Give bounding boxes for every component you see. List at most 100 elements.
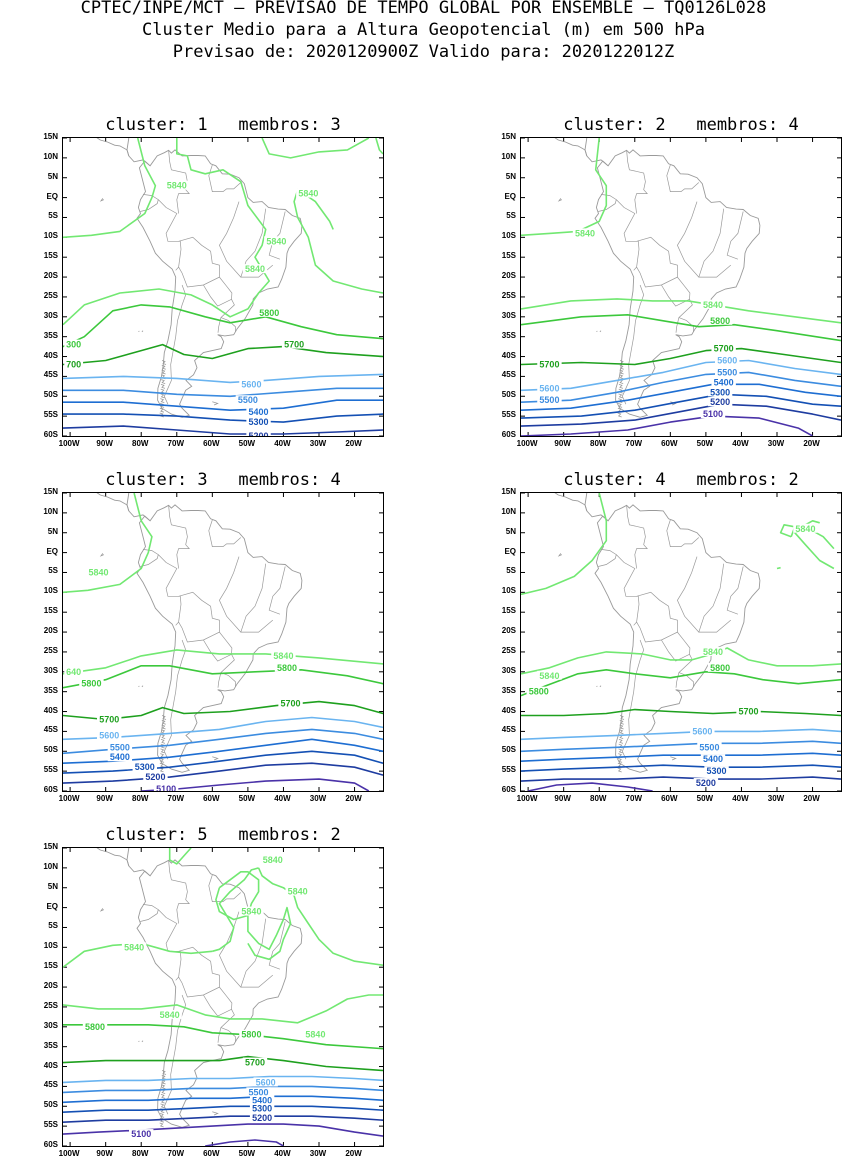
lat-tick-label: 45S xyxy=(458,725,516,734)
lat-tick-label: 15S xyxy=(458,606,516,615)
fjord-coast xyxy=(162,361,166,365)
fjord-coast xyxy=(162,716,166,720)
geopotential-map: 5840584058405800580057005600550054005300… xyxy=(521,493,841,791)
lat-tick-label: 5S xyxy=(0,921,58,930)
fjord-coast xyxy=(161,384,165,388)
contour-5300 xyxy=(63,414,383,422)
lat-tick-label: 35S xyxy=(0,331,58,340)
lat-tick-label: 30S xyxy=(458,666,516,675)
contour-label-5700: 5700 xyxy=(739,707,759,717)
contour-5100 xyxy=(63,1124,383,1136)
contour-5200 xyxy=(521,777,841,781)
lat-tick-label: 15N xyxy=(458,487,516,496)
lat-tick-label: 30S xyxy=(0,311,58,320)
contour-label-5700: 700 xyxy=(66,359,81,369)
contour-5840 xyxy=(777,568,781,569)
lon-tick-label: 50W xyxy=(697,794,713,803)
lat-tick-label: 25S xyxy=(0,1001,58,1010)
contour-label-5840: 5840 xyxy=(288,887,308,897)
fjord-coast xyxy=(160,1123,164,1127)
lat-tick-label: 10N xyxy=(0,862,58,871)
lat-tick-label: EQ xyxy=(0,547,58,556)
lat-tick-label: 60S xyxy=(0,1140,58,1149)
contour-5600 xyxy=(63,1077,383,1083)
contour-5200 xyxy=(63,1116,383,1122)
central-america-coastline xyxy=(127,493,129,511)
lat-tick-label: 55S xyxy=(458,765,516,774)
lon-tick-label: 100W xyxy=(59,794,80,803)
country-border xyxy=(169,505,190,568)
contour-5500 xyxy=(63,388,383,396)
lat-tick-label: 50S xyxy=(0,1100,58,1109)
contour-label-5500: 5500 xyxy=(238,395,258,405)
lat-tick-label: 10N xyxy=(458,507,516,516)
contour-label-5400: 5400 xyxy=(110,752,130,762)
contour-label-5500: 5500 xyxy=(110,742,130,752)
lon-tick-label: 60W xyxy=(203,794,219,803)
contour-label-5400: 5400 xyxy=(703,754,723,764)
lon-tick-label: 80W xyxy=(590,794,606,803)
contour-label-5500: 5500 xyxy=(539,395,559,405)
lon-tick-label: 20W xyxy=(803,439,819,448)
lat-tick-label: 55S xyxy=(0,765,58,774)
contour-label-5840: 5840 xyxy=(703,647,723,657)
fjord-coast xyxy=(161,1094,165,1098)
country-border xyxy=(667,165,699,192)
contour-label-5840: 5840 xyxy=(266,236,286,246)
lat-tick-label: 30S xyxy=(0,666,58,675)
lon-tick-label: 60W xyxy=(661,794,677,803)
fjord-coast xyxy=(161,735,165,739)
contour-5840 xyxy=(521,138,606,235)
lon-tick-label: 30W xyxy=(768,439,784,448)
panel-title: cluster: 1 membros: 3 xyxy=(64,115,382,135)
central-america-coastline xyxy=(127,138,129,156)
contour-5300 xyxy=(63,1106,383,1112)
contour-5700 xyxy=(521,349,841,365)
country-border xyxy=(598,194,616,211)
lon-tick-label: 90W xyxy=(554,439,570,448)
lat-tick-label: 5N xyxy=(0,882,58,891)
lat-tick-label: 10S xyxy=(0,586,58,595)
lon-tick-label: 30W xyxy=(310,439,326,448)
contour-label-5840: 5840 xyxy=(89,567,109,577)
contour-label-5500: 5500 xyxy=(717,367,737,377)
contour-label-5840: 5840 xyxy=(167,181,187,191)
lat-tick-label: 5N xyxy=(458,172,516,181)
lat-tick-label: 40S xyxy=(458,351,516,360)
lat-tick-label: 45S xyxy=(0,1080,58,1089)
contour-5600 xyxy=(63,374,383,382)
lat-tick-label: 5S xyxy=(458,211,516,220)
country-border xyxy=(241,564,273,632)
contour-label-5700: 5700 xyxy=(539,359,559,369)
fjord-coast xyxy=(161,739,165,743)
lat-tick-label: 10N xyxy=(0,152,58,161)
lat-tick-label: 5S xyxy=(458,566,516,575)
lon-tick-label: 70W xyxy=(168,439,184,448)
contour-label-5300: 5300 xyxy=(252,1103,272,1113)
country-border xyxy=(598,549,616,566)
lat-tick-label: 40S xyxy=(458,706,516,715)
fjord-coast xyxy=(161,394,165,398)
central-america-coastline xyxy=(127,848,129,866)
country-border xyxy=(699,209,731,277)
country-border xyxy=(179,947,220,997)
lat-tick-label: 10S xyxy=(458,231,516,240)
lat-tick-label: 50S xyxy=(0,390,58,399)
lon-tick-label: 50W xyxy=(697,439,713,448)
island-outline xyxy=(142,331,143,332)
central-america-coastline xyxy=(63,848,150,876)
lon-tick-label: 40W xyxy=(274,439,290,448)
contour-label-5100: 5100 xyxy=(131,1129,151,1139)
lat-tick-label: 15S xyxy=(0,606,58,615)
contour-label-5840: 5840 xyxy=(298,189,318,199)
contour-5840 xyxy=(262,138,369,158)
header-line-2: Cluster Medio para a Altura Geopotencial… xyxy=(0,22,847,39)
contour-label-5840: 5840 xyxy=(263,855,283,865)
country-border xyxy=(667,520,699,547)
fjord-coast xyxy=(161,1085,165,1089)
island-outline xyxy=(142,1041,143,1042)
lat-tick-label: 10S xyxy=(458,586,516,595)
